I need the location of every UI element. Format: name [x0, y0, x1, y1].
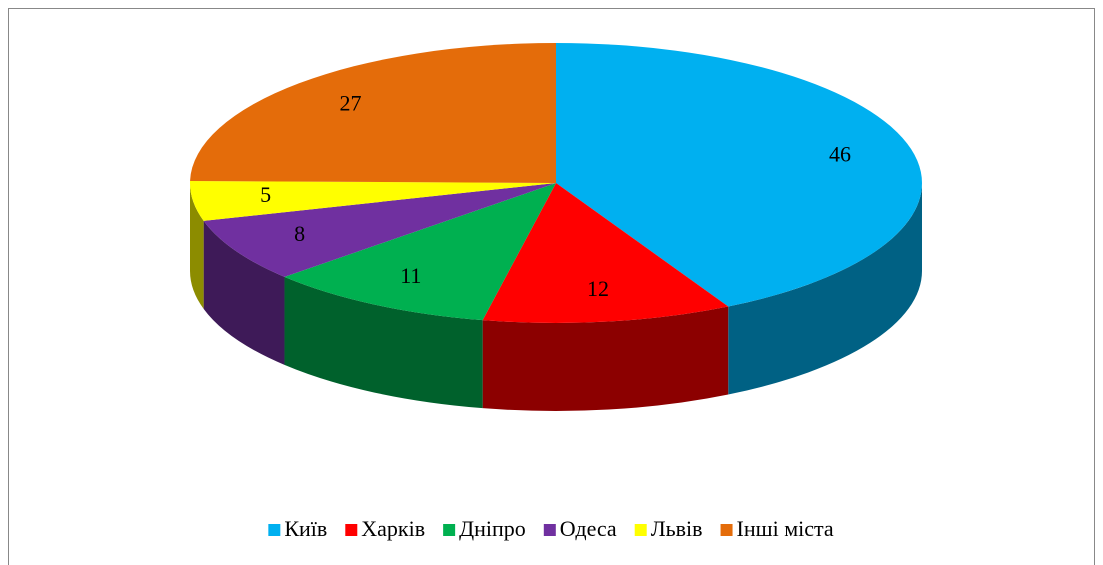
legend-label: Київ [284, 516, 327, 541]
legend-label: Харків [361, 516, 425, 541]
legend-swatch [720, 524, 733, 536]
pie-slice [190, 42, 556, 184]
legend-swatch [268, 524, 281, 536]
legend-swatch [345, 524, 358, 536]
pie-wall [190, 183, 204, 309]
pie-slice [556, 43, 923, 307]
pie-wall [203, 220, 285, 365]
pie-wall [482, 306, 729, 412]
legend-label: Інші міста [737, 516, 834, 541]
legend-label: Дніпро [459, 516, 526, 541]
data-label: 12 [587, 276, 609, 301]
legend-label: Львів [651, 516, 703, 541]
data-label: 27 [339, 90, 361, 115]
legend-swatch [443, 524, 456, 536]
pie-wall [728, 183, 922, 395]
legend-label: Одеса [560, 516, 617, 541]
pie-wall [284, 276, 483, 409]
legend-swatch [634, 524, 647, 536]
data-label: 11 [400, 263, 421, 288]
legend-swatch [543, 524, 556, 536]
pie-slice [284, 183, 556, 321]
pie-slice [203, 183, 556, 277]
pie-slice [482, 183, 729, 324]
data-label: 46 [829, 142, 851, 167]
data-label: 5 [260, 182, 271, 207]
data-label: 8 [294, 221, 305, 246]
pie-slice [190, 180, 556, 221]
